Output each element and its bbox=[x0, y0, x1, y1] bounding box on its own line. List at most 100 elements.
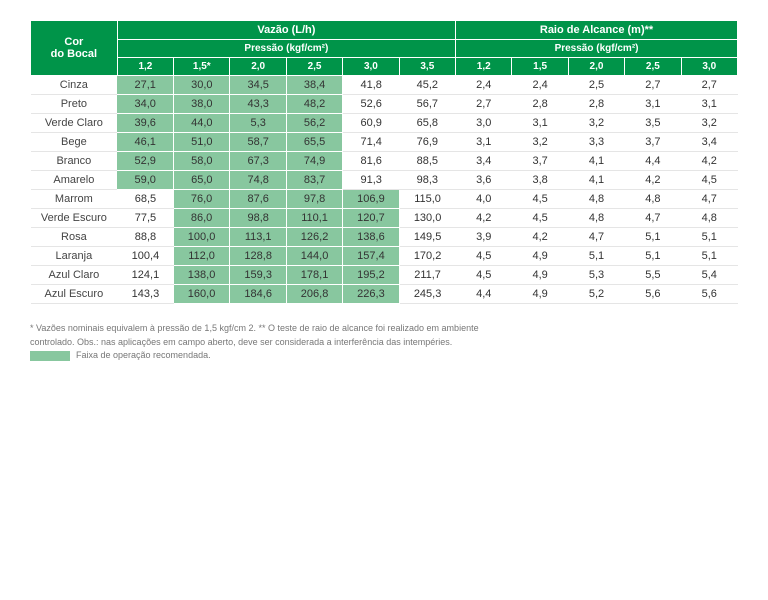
raio-cell: 3,7 bbox=[512, 152, 568, 171]
vazao-cell: 87,6 bbox=[230, 190, 286, 209]
vazao-cell: 98,3 bbox=[399, 171, 455, 190]
vazao-cell: 71,4 bbox=[343, 133, 399, 152]
vazao-cell: 88,8 bbox=[117, 228, 173, 247]
raio-cell: 5,1 bbox=[681, 228, 737, 247]
vazao-cell: 39,6 bbox=[117, 114, 173, 133]
table-row: Azul Claro124,1138,0159,3178,1195,2211,7… bbox=[31, 266, 738, 285]
vazao-cell: 110,1 bbox=[286, 209, 342, 228]
vazao-cell: 128,8 bbox=[230, 247, 286, 266]
vazao-cell: 43,3 bbox=[230, 95, 286, 114]
vazao-cell: 60,9 bbox=[343, 114, 399, 133]
raio-cell: 4,1 bbox=[568, 171, 624, 190]
raio-cell: 4,8 bbox=[625, 190, 681, 209]
raio-cell: 4,2 bbox=[625, 171, 681, 190]
vazao-cell: 170,2 bbox=[399, 247, 455, 266]
vazao-cell: 184,6 bbox=[230, 285, 286, 304]
vazao-cell: 45,2 bbox=[399, 76, 455, 95]
raio-cell: 3,6 bbox=[456, 171, 512, 190]
raio-cell: 4,4 bbox=[625, 152, 681, 171]
table-row: Bege46,151,058,765,571,476,93,13,23,33,7… bbox=[31, 133, 738, 152]
vazao-cell: 143,3 bbox=[117, 285, 173, 304]
vazao-cell: 65,8 bbox=[399, 114, 455, 133]
vazao-cell: 113,1 bbox=[230, 228, 286, 247]
table-row: Laranja100,4112,0128,8144,0157,4170,24,5… bbox=[31, 247, 738, 266]
vazao-cell: 124,1 bbox=[117, 266, 173, 285]
legend-swatch bbox=[30, 351, 70, 361]
vazao-cell: 144,0 bbox=[286, 247, 342, 266]
row-label: Marrom bbox=[31, 190, 118, 209]
table-row: Branco52,958,067,374,981,688,53,43,74,14… bbox=[31, 152, 738, 171]
legend-row: Faixa de operação recomendada. bbox=[30, 349, 738, 363]
raio-cell: 4,5 bbox=[456, 247, 512, 266]
raio-cell: 4,4 bbox=[456, 285, 512, 304]
raio-cell: 4,1 bbox=[568, 152, 624, 171]
raio-cell: 3,1 bbox=[625, 95, 681, 114]
row-label: Bege bbox=[31, 133, 118, 152]
col-header-r: 1,2 bbox=[456, 58, 512, 76]
raio-cell: 2,8 bbox=[512, 95, 568, 114]
vazao-cell: 195,2 bbox=[343, 266, 399, 285]
vazao-cell: 65,5 bbox=[286, 133, 342, 152]
vazao-cell: 51,0 bbox=[174, 133, 230, 152]
col-header-v: 1,5* bbox=[174, 58, 230, 76]
raio-cell: 4,7 bbox=[625, 209, 681, 228]
raio-cell: 4,7 bbox=[568, 228, 624, 247]
vazao-cell: 56,2 bbox=[286, 114, 342, 133]
vazao-cell: 46,1 bbox=[117, 133, 173, 152]
sub-header-pressao-r: Pressão (kgf/cm²) bbox=[456, 40, 738, 58]
raio-cell: 3,9 bbox=[456, 228, 512, 247]
raio-cell: 3,2 bbox=[568, 114, 624, 133]
col-header-r: 2,5 bbox=[625, 58, 681, 76]
table-row: Cinza27,130,034,538,441,845,22,42,42,52,… bbox=[31, 76, 738, 95]
vazao-cell: 112,0 bbox=[174, 247, 230, 266]
vazao-cell: 52,6 bbox=[343, 95, 399, 114]
raio-cell: 5,5 bbox=[625, 266, 681, 285]
raio-cell: 3,4 bbox=[681, 133, 737, 152]
raio-cell: 4,8 bbox=[681, 209, 737, 228]
vazao-cell: 58,7 bbox=[230, 133, 286, 152]
row-label: Azul Escuro bbox=[31, 285, 118, 304]
row-label: Azul Claro bbox=[31, 266, 118, 285]
vazao-cell: 91,3 bbox=[343, 171, 399, 190]
vazao-cell: 115,0 bbox=[399, 190, 455, 209]
table-row: Rosa88,8100,0113,1126,2138,6149,53,94,24… bbox=[31, 228, 738, 247]
raio-cell: 3,5 bbox=[625, 114, 681, 133]
vazao-cell: 130,0 bbox=[399, 209, 455, 228]
raio-cell: 4,2 bbox=[456, 209, 512, 228]
footnotes: * Vazões nominais equivalem à pressão de… bbox=[30, 322, 738, 363]
row-label: Verde Claro bbox=[31, 114, 118, 133]
raio-cell: 3,0 bbox=[456, 114, 512, 133]
vazao-cell: 5,3 bbox=[230, 114, 286, 133]
vazao-cell: 97,8 bbox=[286, 190, 342, 209]
raio-cell: 4,9 bbox=[512, 266, 568, 285]
raio-cell: 3,1 bbox=[456, 133, 512, 152]
raio-cell: 4,5 bbox=[681, 171, 737, 190]
raio-cell: 4,9 bbox=[512, 285, 568, 304]
raio-cell: 3,2 bbox=[512, 133, 568, 152]
raio-cell: 2,4 bbox=[456, 76, 512, 95]
vazao-cell: 245,3 bbox=[399, 285, 455, 304]
raio-cell: 2,5 bbox=[568, 76, 624, 95]
legend-text: Faixa de operação recomendada. bbox=[76, 350, 211, 360]
vazao-cell: 38,4 bbox=[286, 76, 342, 95]
row-label: Branco bbox=[31, 152, 118, 171]
table-row: Amarelo59,065,074,883,791,398,33,63,84,1… bbox=[31, 171, 738, 190]
vazao-cell: 120,7 bbox=[343, 209, 399, 228]
vazao-cell: 83,7 bbox=[286, 171, 342, 190]
raio-cell: 5,3 bbox=[568, 266, 624, 285]
col-header-r: 3,0 bbox=[681, 58, 737, 76]
raio-cell: 3,8 bbox=[512, 171, 568, 190]
col-header-v: 1,2 bbox=[117, 58, 173, 76]
group-header-raio: Raio de Alcance (m)** bbox=[456, 21, 738, 40]
raio-cell: 5,1 bbox=[625, 228, 681, 247]
col-header-v: 2,5 bbox=[286, 58, 342, 76]
vazao-cell: 178,1 bbox=[286, 266, 342, 285]
table-row: Verde Claro39,644,05,356,260,965,83,03,1… bbox=[31, 114, 738, 133]
row-label: Rosa bbox=[31, 228, 118, 247]
raio-cell: 4,0 bbox=[456, 190, 512, 209]
raio-cell: 5,6 bbox=[681, 285, 737, 304]
raio-cell: 2,4 bbox=[512, 76, 568, 95]
nozzle-spec-table: Cor do Bocal Vazão (L/h) Raio de Alcance… bbox=[30, 20, 738, 304]
col-header-v: 2,0 bbox=[230, 58, 286, 76]
row-label: Cinza bbox=[31, 76, 118, 95]
